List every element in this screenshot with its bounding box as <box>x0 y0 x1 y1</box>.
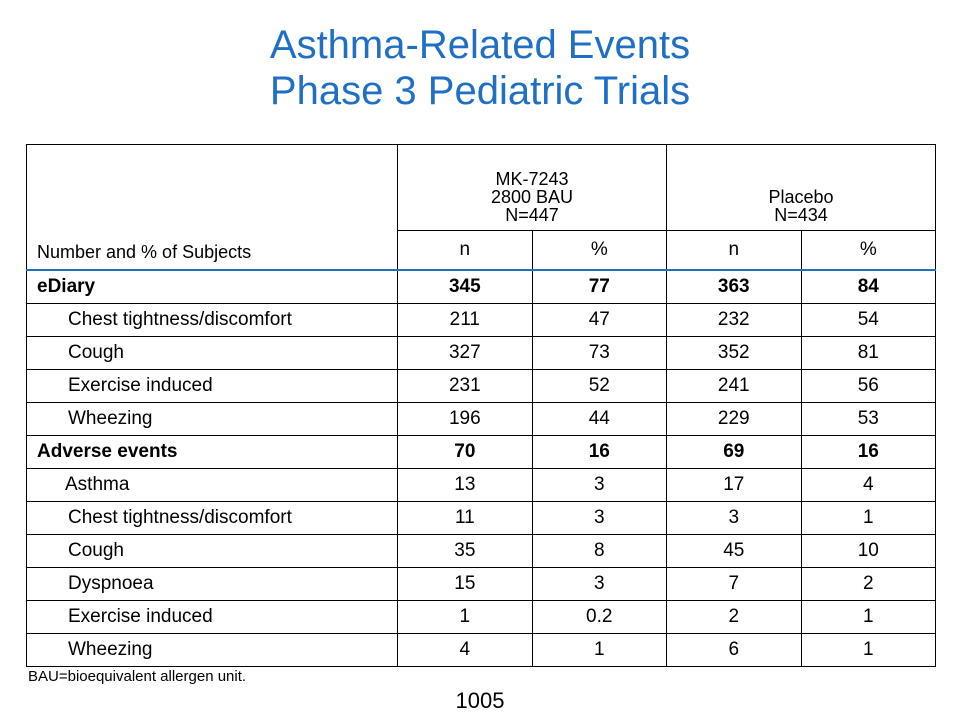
row-label: Cough <box>25 533 399 568</box>
cell: 327 <box>397 335 533 370</box>
cell: 1 <box>531 632 667 667</box>
table-row: Cough 327 73 352 81 <box>25 335 937 370</box>
cell: 345 <box>397 269 533 304</box>
cell: 11 <box>397 500 533 535</box>
cell: 3 <box>531 500 667 535</box>
table-row: Wheezing 4 1 6 1 <box>25 632 937 667</box>
cell: 352 <box>665 335 802 370</box>
cell: 13 <box>397 467 533 502</box>
cell: 35 <box>397 533 533 568</box>
table-row: Chest tightness/discomfort 11 3 3 1 <box>25 500 937 535</box>
cell: 2 <box>665 599 802 634</box>
cell: 6 <box>665 632 802 667</box>
cell: 4 <box>800 467 937 502</box>
cell: 84 <box>800 269 937 304</box>
cell: 1 <box>800 632 937 667</box>
page-number: 1005 <box>455 688 505 713</box>
cell: 45 <box>665 533 802 568</box>
group-header-row: MK-7243 2800 BAU N=447 Placebo N=434 <box>25 144 937 231</box>
cell: 231 <box>397 368 533 403</box>
cell: 44 <box>531 401 667 436</box>
mk7243-dose: 2800 BAU <box>490 187 574 207</box>
placebo-name: Placebo <box>768 187 834 207</box>
cell: 3 <box>665 500 802 535</box>
cell: 211 <box>397 302 533 337</box>
cell: 4 <box>397 632 533 667</box>
footnote: BAU=bioequivalent allergen unit. <box>28 668 247 685</box>
table-row: Chest tightness/discomfort 211 47 232 54 <box>25 302 937 337</box>
row-label: Dyspnoea <box>25 566 399 601</box>
title-line-2: Phase 3 Pediatric Trials <box>269 69 691 113</box>
cell: 70 <box>397 434 533 469</box>
mk7243-name: MK-7243 <box>495 169 569 189</box>
table-row: Asthma 13 3 17 4 <box>25 467 937 502</box>
cell: 196 <box>397 401 533 436</box>
cell: 52 <box>531 368 667 403</box>
cell: 69 <box>665 434 802 469</box>
table-row: Adverse events 70 16 69 16 <box>25 434 937 469</box>
cell: 1 <box>397 599 533 634</box>
cell: 1 <box>800 500 937 535</box>
cell: 47 <box>531 302 667 337</box>
cell: 3 <box>531 467 667 502</box>
cell: 17 <box>665 467 802 502</box>
cell: 241 <box>665 368 802 403</box>
cell: 73 <box>531 335 667 370</box>
cell: 16 <box>800 434 937 469</box>
cell: 10 <box>800 533 937 568</box>
cell: 53 <box>800 401 937 436</box>
row-label: Asthma <box>25 467 399 502</box>
corner-cell-top <box>25 144 399 231</box>
corner-label: Number and % of Subjects <box>25 230 399 271</box>
cell: 81 <box>800 335 937 370</box>
cell: 0.2 <box>531 599 667 634</box>
row-label: eDiary <box>25 269 399 304</box>
cell: 77 <box>531 269 667 304</box>
mk7243-group-header: MK-7243 2800 BAU N=447 <box>397 144 667 231</box>
slide-title: Asthma-Related Events Phase 3 Pediatric … <box>0 22 960 114</box>
cell: 8 <box>531 533 667 568</box>
table-row: Dyspnoea 15 3 7 2 <box>25 566 937 601</box>
cell: 7 <box>665 566 802 601</box>
row-label: Chest tightness/discomfort <box>25 302 399 337</box>
row-label: Exercise induced <box>25 599 399 634</box>
cell: 56 <box>800 368 937 403</box>
table-row: Exercise induced 1 0.2 2 1 <box>25 599 937 634</box>
cell: 3 <box>531 566 667 601</box>
subheader-n-1: n <box>397 230 533 271</box>
placebo-group-header: Placebo N=434 <box>665 144 937 231</box>
cell: 229 <box>665 401 802 436</box>
mk7243-n: N=447 <box>505 205 559 225</box>
table-row: Wheezing 196 44 229 53 <box>25 401 937 436</box>
title-line-1: Asthma-Related Events <box>269 23 691 67</box>
row-label: Chest tightness/discomfort <box>25 500 399 535</box>
table-row: eDiary 345 77 363 84 <box>25 269 937 304</box>
events-table: MK-7243 2800 BAU N=447 Placebo N=434 Num… <box>25 144 937 667</box>
row-label: Wheezing <box>25 632 399 667</box>
cell: 1 <box>800 599 937 634</box>
cell: 16 <box>531 434 667 469</box>
row-label: Exercise induced <box>25 368 399 403</box>
row-label: Adverse events <box>25 434 399 469</box>
subheader-pct-2: % <box>800 230 937 271</box>
placebo-n: N=434 <box>774 205 828 225</box>
cell: 363 <box>665 269 802 304</box>
cell: 15 <box>397 566 533 601</box>
row-label: Cough <box>25 335 399 370</box>
subheader-row: Number and % of Subjects n % n % <box>25 230 937 271</box>
table-row: Exercise induced 231 52 241 56 <box>25 368 937 403</box>
cell: 232 <box>665 302 802 337</box>
cell: 54 <box>800 302 937 337</box>
subheader-pct-1: % <box>531 230 667 271</box>
cell: 2 <box>800 566 937 601</box>
row-label: Wheezing <box>25 401 399 436</box>
table-row: Cough 35 8 45 10 <box>25 533 937 568</box>
subheader-n-2: n <box>665 230 802 271</box>
